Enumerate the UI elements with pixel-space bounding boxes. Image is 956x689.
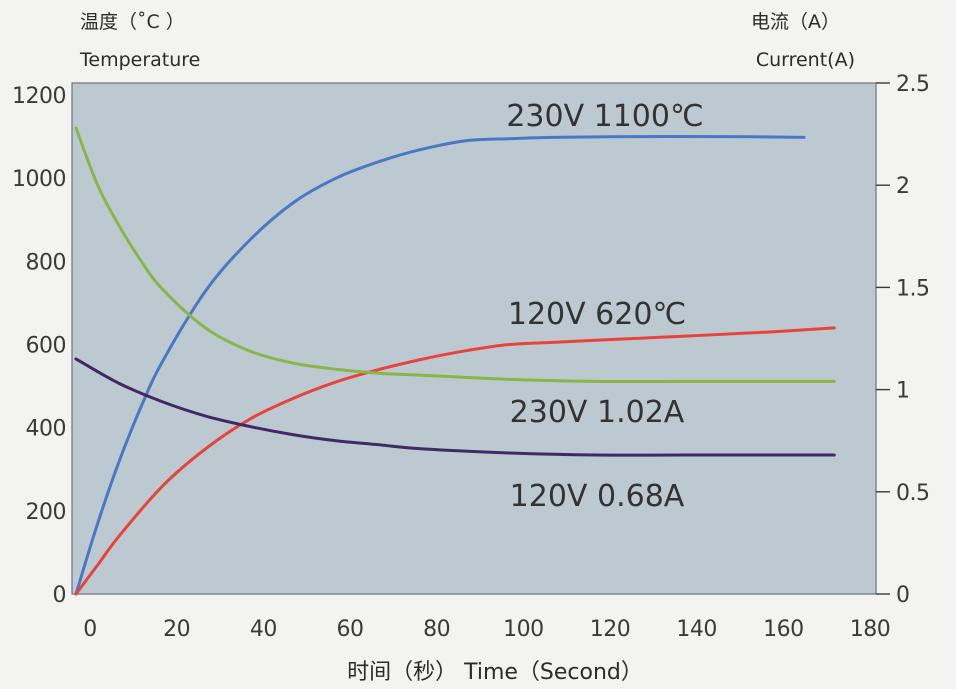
right-tick-label: 1.5 — [896, 276, 930, 301]
right-axis-title-en: Current(A) — [756, 49, 855, 71]
series-label-230v-1-02a: 230V 1.02A — [510, 395, 685, 430]
right-tick-label: 0 — [896, 583, 910, 608]
x-tick-label: 40 — [250, 617, 277, 642]
x-axis-title: 时间（秒） Time（Second） — [347, 660, 643, 685]
x-tick-label: 80 — [423, 617, 450, 642]
series-label-230v-1100c: 230V 1100℃ — [506, 99, 703, 134]
left-axis-title-en: Temperature — [79, 49, 200, 71]
left-tick-label: 200 — [26, 500, 67, 525]
left-tick-label: 1200 — [12, 84, 66, 109]
series-label-120v-0-68a: 120V 0.68A — [510, 479, 685, 514]
x-tick-label: 0 — [83, 617, 97, 642]
series-line-120v-620c — [74, 326, 836, 596]
x-tick-label: 160 — [763, 617, 804, 642]
left-tick-label: 1000 — [12, 167, 66, 192]
right-tick-label: 1 — [896, 379, 910, 404]
right-tick-label: 2 — [896, 174, 910, 199]
series-line-230v-1-02a — [74, 126, 836, 384]
x-tick-label: 100 — [503, 617, 544, 642]
x-tick-label: 60 — [337, 617, 364, 642]
series-line-230v-1100c — [74, 134, 806, 596]
x-tick-label: 20 — [163, 617, 190, 642]
left-tick-label: 0 — [53, 583, 67, 608]
left-tick-label: 800 — [26, 250, 67, 275]
x-tick-label: 120 — [590, 617, 631, 642]
series-label-120v-620c: 120V 620℃ — [508, 297, 686, 332]
left-axis-title-cn: 温度（˚C ） — [80, 11, 185, 33]
series-line-120v-0-68a — [74, 357, 836, 457]
right-axis-title-cn: 电流（A） — [751, 11, 840, 33]
right-tick-label: 2.5 — [896, 72, 930, 97]
right-tick-label: 0.5 — [896, 481, 930, 506]
x-tick-label: 180 — [850, 617, 891, 642]
x-tick-label: 140 — [676, 617, 717, 642]
plot-area — [71, 82, 877, 595]
left-tick-label: 600 — [26, 334, 67, 359]
left-tick-label: 400 — [26, 417, 67, 442]
